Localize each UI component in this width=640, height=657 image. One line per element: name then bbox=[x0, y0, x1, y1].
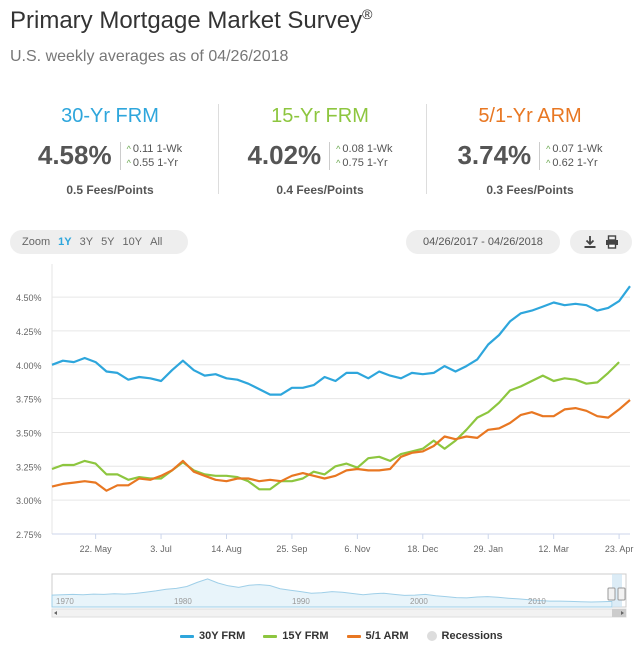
series-5-1-arm bbox=[51, 399, 631, 492]
legend-label: 30Y FRM bbox=[199, 630, 246, 642]
x-tick-label: 25. Sep bbox=[276, 544, 307, 554]
rates-chart: 2.75% 3.00% 3.25% 3.50% 3.75% 4.00% 4.25% 4.50%… bbox=[16, 264, 634, 618]
date-range-display[interactable]: 04/26/2017 - 04/26/2018 bbox=[406, 230, 560, 254]
yearly-change: 0.62 1-Yr bbox=[552, 156, 598, 169]
x-tick-label: 22. May bbox=[80, 544, 113, 554]
navigator-scroll-thumb bbox=[612, 609, 626, 617]
scroll-left-arrow-icon bbox=[54, 611, 57, 615]
x-tick-label: 14. Aug bbox=[211, 544, 242, 554]
series-30y-frm bbox=[51, 285, 631, 396]
export-toolbar bbox=[570, 230, 632, 254]
legend-30y[interactable]: 30Y FRM bbox=[180, 630, 245, 642]
legend-15y[interactable]: 15Y FRM bbox=[263, 630, 329, 642]
y-tick-label: 4.50% bbox=[16, 293, 42, 303]
divider bbox=[218, 104, 219, 194]
fees-points: 0.4 Fees/Points bbox=[276, 183, 364, 197]
rate-name: 5/1-Yr ARM bbox=[478, 105, 582, 127]
divider bbox=[426, 104, 427, 194]
rate-card-arm: 5/1-Yr ARM 3.74% ^ 0.07 1-Wk ^ 0.62 1-Yr 0… bbox=[430, 105, 630, 197]
x-tick-label: 29. Jan bbox=[473, 544, 503, 554]
legend-swatch bbox=[346, 634, 361, 638]
rate-name: 15-Yr FRM bbox=[271, 105, 369, 127]
up-caret-icon: ^ bbox=[336, 157, 341, 168]
legend-arm[interactable]: 5/1 ARM bbox=[346, 630, 409, 642]
legend-label: 15Y FRM bbox=[282, 630, 329, 642]
x-tick-label: 6. Nov bbox=[344, 544, 371, 554]
rate-value: 4.02% bbox=[247, 140, 322, 170]
navigator-year-label: 1970 bbox=[56, 597, 74, 606]
x-tick-label: 12. Mar bbox=[538, 544, 569, 554]
navigator-handle-left bbox=[607, 587, 616, 601]
page-title: Primary Mortgage Market Survey® bbox=[10, 6, 373, 34]
up-caret-icon: ^ bbox=[126, 157, 131, 168]
navigator-year-label: 1980 bbox=[174, 597, 192, 606]
x-tick-label: 23. Apr bbox=[605, 544, 634, 554]
legend-label: 5/1 ARM bbox=[365, 630, 409, 642]
page-subtitle: U.S. weekly averages as of 04/26/2018 bbox=[10, 48, 289, 65]
y-tick-label: 4.25% bbox=[16, 327, 42, 337]
navigator-selection bbox=[612, 574, 622, 607]
x-tick-label: 18. Dec bbox=[407, 544, 439, 554]
rate-value: 3.74% bbox=[457, 140, 532, 170]
rate-card-30yr: 30-Yr FRM 4.58% ^ 0.11 1-Wk ^ 0.55 1-Yr 0.… bbox=[10, 105, 210, 197]
y-gridlines bbox=[51, 264, 630, 535]
y-tick-label: 3.25% bbox=[16, 462, 42, 472]
print-icon[interactable] bbox=[605, 235, 619, 249]
download-icon[interactable] bbox=[583, 235, 597, 249]
zoom-toolbar: Zoom 1Y 3Y 5Y 10Y All bbox=[10, 230, 188, 254]
up-caret-icon: ^ bbox=[546, 143, 551, 154]
zoom-3y-button[interactable]: 3Y bbox=[79, 236, 94, 248]
y-tick-label: 4.00% bbox=[16, 361, 42, 371]
zoom-label: Zoom bbox=[22, 236, 51, 248]
series-lines bbox=[51, 285, 631, 492]
navigator-year-label: 2000 bbox=[410, 597, 428, 606]
fees-points: 0.3 Fees/Points bbox=[486, 183, 574, 197]
yearly-change: 0.75 1-Yr bbox=[342, 156, 388, 169]
rate-value: 4.58% bbox=[37, 140, 112, 170]
rate-name: 30-Yr FRM bbox=[61, 105, 159, 127]
legend-label: Recessions bbox=[441, 630, 503, 642]
rate-card-15yr: 15-Yr FRM 4.02% ^ 0.08 1-Wk ^ 0.75 1-Yr 0.… bbox=[220, 105, 420, 197]
navigator-scrollbar bbox=[51, 608, 627, 618]
weekly-change: 0.11 1-Wk bbox=[132, 142, 183, 155]
y-axis-labels: 2.75% 3.00% 3.25% 3.50% 3.75% 4.00% 4.25% 4.50% bbox=[16, 293, 42, 540]
up-caret-icon: ^ bbox=[546, 157, 551, 168]
legend-recessions[interactable]: Recessions bbox=[426, 630, 503, 642]
series-15y-frm bbox=[51, 361, 620, 491]
navigator-series bbox=[51, 578, 613, 608]
registered-mark: ® bbox=[362, 6, 373, 22]
legend-dot bbox=[426, 631, 437, 641]
zoom-1y-button[interactable]: 1Y bbox=[58, 236, 72, 248]
legend-swatch bbox=[263, 634, 278, 638]
x-axis-labels: 22. May 3. Jul 14. Aug 25. Sep 6. Nov 18. Dec… bbox=[52, 533, 634, 554]
zoom-10y-button[interactable]: 10Y bbox=[122, 236, 143, 248]
navigator-handle-right bbox=[617, 587, 626, 601]
zoom-all-button[interactable]: All bbox=[150, 236, 163, 248]
range-navigator[interactable]: 1970 1980 1990 2000 2010 bbox=[51, 573, 627, 618]
up-caret-icon: ^ bbox=[126, 143, 131, 154]
navigator-year-label: 2010 bbox=[528, 597, 546, 606]
chart-legend: 30Y FRM 15Y FRM 5/1 ARM Recessions bbox=[180, 630, 521, 642]
fees-points: 0.5 Fees/Points bbox=[66, 183, 154, 197]
yearly-change: 0.55 1-Yr bbox=[132, 156, 179, 169]
legend-swatch bbox=[180, 634, 194, 638]
y-tick-label: 2.75% bbox=[16, 530, 42, 540]
y-tick-label: 3.50% bbox=[16, 428, 42, 438]
scroll-right-arrow-icon bbox=[621, 611, 624, 615]
y-tick-label: 3.75% bbox=[16, 395, 42, 405]
up-caret-icon: ^ bbox=[336, 143, 341, 154]
weekly-change: 0.07 1-Wk bbox=[552, 142, 603, 155]
x-tick-label: 3. Jul bbox=[150, 544, 172, 554]
weekly-change: 0.08 1-Wk bbox=[342, 142, 393, 155]
navigator-year-label: 1990 bbox=[292, 597, 310, 606]
y-tick-label: 3.00% bbox=[16, 496, 42, 506]
zoom-5y-button[interactable]: 5Y bbox=[101, 236, 115, 248]
